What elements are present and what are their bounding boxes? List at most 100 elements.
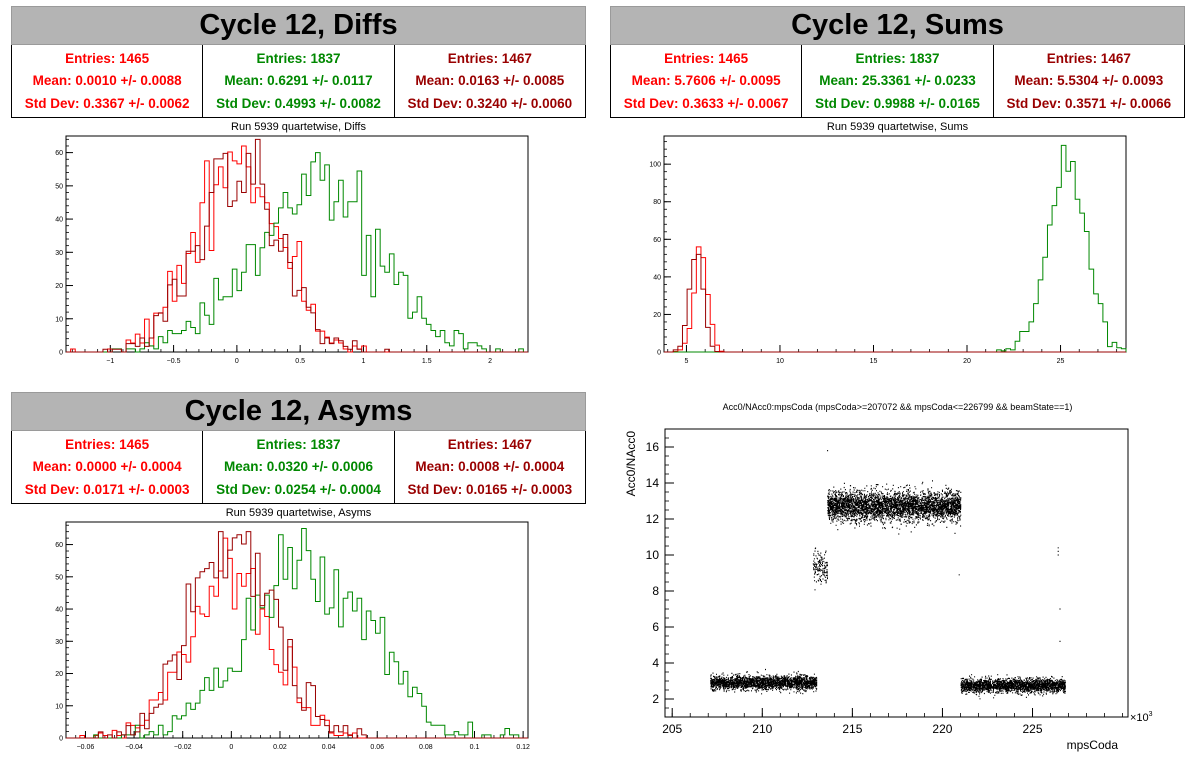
x-tick-label: 0.06: [370, 744, 384, 751]
plot-frame: [663, 135, 1127, 353]
histogram-series: [664, 246, 1126, 353]
y-tick-label: 0: [59, 350, 63, 357]
x-tick-label: 0.04: [322, 744, 336, 751]
mean-label: Mean: 5.7606 +/- 0.0095: [631, 73, 781, 89]
entries-label: Entries: 1837: [256, 436, 341, 452]
stddev-label: Std Dev: 0.0171 +/- 0.0003: [24, 482, 190, 498]
y-tick-label: 14: [646, 476, 660, 490]
panel-title: Cycle 12, Asyms: [11, 392, 586, 431]
y-tick-label: 20: [55, 283, 63, 290]
mean-label: Mean: 5.5304 +/- 0.0093: [1014, 73, 1164, 89]
stddev-label: Std Dev: 0.3633 +/- 0.0067: [623, 96, 789, 112]
mean-label: Mean: 0.0000 +/- 0.0004: [32, 459, 182, 475]
stats-column-green: Entries: 1837 Mean: 0.0320 +/- 0.0006 St…: [203, 431, 395, 503]
histogram-series: [66, 138, 528, 353]
entries-label: Entries: 1465: [65, 50, 150, 66]
entries-label: Entries: 1467: [447, 50, 532, 66]
mean-label: Mean: 0.0320 +/- 0.0006: [224, 459, 373, 475]
y-tick-label: 30: [55, 639, 63, 646]
y-tick-label: 50: [55, 183, 63, 190]
panel-title: Cycle 12, Diffs: [11, 6, 586, 45]
stats-column-darkred: Entries: 1467 Mean: 0.0008 +/- 0.0004 St…: [395, 431, 585, 503]
histogram-series: [66, 531, 528, 739]
y-tick-label: 0: [59, 736, 63, 743]
stats-column-red: Entries: 1465 Mean: 5.7606 +/- 0.0095 St…: [611, 45, 803, 117]
stddev-label: Std Dev: 0.3571 +/- 0.0066: [1006, 96, 1172, 112]
mean-label: Mean: 0.0010 +/- 0.0088: [32, 73, 182, 89]
mean-label: Mean: 0.6291 +/- 0.0117: [224, 73, 373, 89]
y-tick-label: 20: [653, 312, 661, 319]
entries-label: Entries: 1465: [664, 50, 749, 66]
mean-label: Mean: 0.0008 +/- 0.0004: [415, 459, 565, 475]
stats-box: Entries: 1465 Mean: 5.7606 +/- 0.0095 St…: [610, 45, 1185, 118]
plot-frame: [65, 135, 529, 353]
x-tick-label: 25: [1057, 358, 1065, 365]
stddev-label: Std Dev: 0.9988 +/- 0.0165: [815, 96, 980, 112]
x-tick-label: −1: [106, 358, 114, 365]
y-tick-label: 100: [649, 162, 661, 169]
y-tick-label: 12: [646, 512, 660, 526]
x-axis-multiplier-exponent: 3: [1149, 711, 1153, 718]
stats-column-green: Entries: 1837 Mean: 0.6291 +/- 0.0117 St…: [203, 45, 395, 117]
y-tick-label: 80: [653, 199, 661, 206]
stats-column-green: Entries: 1837 Mean: 25.3361 +/- 0.0233 S…: [802, 45, 994, 117]
x-tick-label: 1: [361, 358, 365, 365]
plot-frame: [65, 521, 529, 739]
x-tick-label: 220: [932, 722, 952, 736]
x-tick-label: 0: [235, 358, 239, 365]
y-tick-label: 30: [55, 250, 63, 257]
entries-label: Entries: 1837: [855, 50, 940, 66]
y-tick-label: 60: [55, 150, 63, 157]
y-tick-label: 40: [653, 274, 661, 281]
entries-label: Entries: 1467: [447, 436, 532, 452]
x-tick-label: −0.5: [167, 358, 181, 365]
x-axis-label: mpsCoda: [1067, 738, 1119, 752]
y-tick-label: 40: [55, 607, 63, 614]
x-tick-label: 5: [684, 358, 688, 365]
plot-subtitle: Run 5939 quartetwise, Asyms: [225, 507, 372, 519]
x-tick-label: 0.08: [419, 744, 433, 751]
entries-label: Entries: 1465: [65, 436, 150, 452]
histogram-series: [66, 527, 528, 739]
x-tick-label: 1.5: [422, 358, 432, 365]
stats-column-darkred: Entries: 1467 Mean: 5.5304 +/- 0.0093 St…: [994, 45, 1184, 117]
stats-column-darkred: Entries: 1467 Mean: 0.0163 +/- 0.0085 St…: [395, 45, 585, 117]
x-tick-label: 20: [963, 358, 971, 365]
y-tick-label: 10: [55, 316, 63, 323]
x-tick-label: 0: [229, 744, 233, 751]
plot-subtitle: Run 5939 quartetwise, Diffs: [231, 121, 366, 133]
x-tick-label: 215: [842, 722, 862, 736]
y-tick-label: 6: [652, 620, 659, 634]
stddev-label: Std Dev: 0.0165 +/- 0.0003: [407, 482, 573, 498]
y-tick-label: 16: [646, 440, 660, 454]
mean-label: Mean: 25.3361 +/- 0.0233: [819, 73, 976, 89]
plot-frame: [664, 428, 1129, 718]
entries-label: Entries: 1837: [256, 50, 341, 66]
x-tick-label: 10: [776, 358, 784, 365]
plot-title: Acc0/NAcc0:mpsCoda (mpsCoda>=207072 && m…: [722, 402, 1073, 412]
stats-box: Entries: 1465 Mean: 0.0010 +/- 0.0088 St…: [11, 45, 586, 118]
sums-histogram: 5 10 15 20 25 0 20 40 60 80 100: [649, 135, 1127, 365]
x-tick-label: 0.1: [470, 744, 480, 751]
y-tick-label: 8: [652, 584, 659, 598]
x-tick-label: 210: [752, 722, 772, 736]
stddev-label: Std Dev: 0.3240 +/- 0.0060: [407, 96, 573, 112]
x-tick-label: −0.04: [125, 744, 143, 751]
y-tick-label: 4: [652, 656, 659, 670]
x-axis-multiplier: ×103: [1130, 711, 1153, 724]
x-tick-label: −0.06: [77, 744, 95, 751]
x-tick-label: 15: [870, 358, 878, 365]
x-tick-label: 0.02: [273, 744, 287, 751]
y-tick-label: 60: [55, 542, 63, 549]
histogram-series: [66, 152, 528, 353]
scatter-points: [710, 450, 1066, 700]
acc0-scatter-plot: 205 210 215 220 225 2 4 6 8 10 12 14 16 mpsCoda Acc0/N…: [624, 428, 1153, 752]
x-tick-label: 0.12: [516, 744, 530, 751]
stats-column-red: Entries: 1465 Mean: 0.0000 +/- 0.0004 St…: [12, 431, 204, 503]
y-axis-label: Acc0/NAcc0: [624, 431, 638, 497]
mean-label: Mean: 0.0163 +/- 0.0085: [415, 73, 565, 89]
y-tick-label: 2: [652, 692, 659, 706]
histogram-series: [66, 145, 528, 353]
y-tick-label: 10: [646, 548, 660, 562]
histogram-series: [664, 253, 1126, 353]
